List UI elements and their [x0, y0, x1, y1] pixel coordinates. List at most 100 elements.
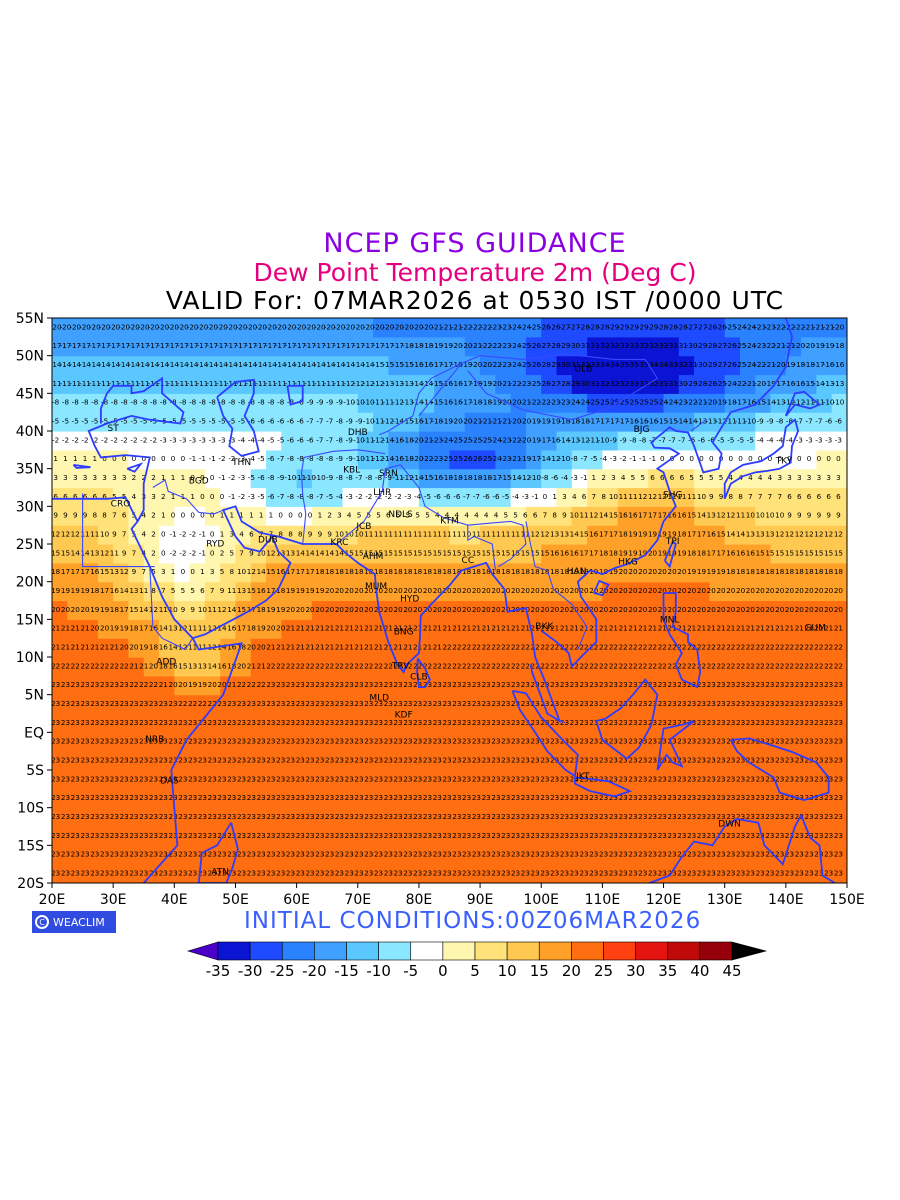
- field-cell: [97, 845, 114, 865]
- field-cell: [250, 355, 267, 376]
- field-cell: [143, 713, 160, 733]
- grid-value: 23: [609, 699, 618, 708]
- lat-label: 5S: [26, 763, 44, 779]
- grid-value: 23: [100, 699, 109, 708]
- grid-value: 23: [648, 774, 657, 783]
- map-subtitle: Dew Point Temperature 2m (Deg C): [253, 258, 697, 287]
- grid-value: 22: [354, 661, 363, 670]
- grid-value: 19: [110, 624, 120, 633]
- grid-value: 22: [775, 642, 784, 651]
- grid-value: 6: [122, 511, 127, 520]
- grid-value: 23: [834, 831, 843, 840]
- grid-value: 1: [93, 454, 98, 463]
- grid-value: 12: [814, 529, 823, 538]
- grid-value: 23: [570, 868, 579, 877]
- field-cell: [52, 412, 68, 432]
- grid-value: 1: [249, 511, 254, 520]
- grid-value: 22: [423, 661, 432, 670]
- field-cell: [342, 336, 359, 357]
- grid-value: 22: [824, 661, 833, 670]
- grid-value: 21: [374, 642, 383, 651]
- grid-value: 19: [628, 529, 638, 538]
- grid-value: 22: [521, 661, 530, 670]
- station-kdf: KDF: [395, 710, 413, 720]
- grid-value: 20: [628, 605, 638, 614]
- grid-value: 23: [677, 831, 686, 840]
- grid-value: 23: [579, 718, 588, 727]
- grid-value: 23: [805, 812, 814, 821]
- field-cell: [311, 336, 328, 357]
- grid-value: 20: [51, 605, 61, 614]
- grid-value: 20: [834, 586, 844, 595]
- grid-value: -1: [639, 454, 646, 463]
- grid-value: 5: [503, 511, 508, 520]
- field-cell: [296, 788, 313, 809]
- grid-value: 23: [217, 774, 226, 783]
- field-cell: [82, 336, 99, 357]
- field-cell: [128, 468, 145, 489]
- grid-value: 23: [707, 680, 716, 689]
- grid-value: 23: [550, 680, 559, 689]
- grid-value: 23: [462, 868, 471, 877]
- lat-label: 40N: [16, 424, 44, 440]
- grid-value: 23: [413, 774, 422, 783]
- grid-value: 21: [247, 661, 256, 670]
- grid-value: 15: [511, 548, 520, 557]
- field-cell: [143, 638, 160, 658]
- field-cell: [311, 675, 328, 696]
- grid-value: 20: [472, 586, 482, 595]
- grid-value: 23: [482, 699, 491, 708]
- field-cell: [189, 657, 206, 677]
- grid-value: 23: [335, 850, 344, 859]
- grid-value: 23: [638, 718, 647, 727]
- field-cell: [266, 468, 282, 489]
- colorbar-box: [281, 941, 315, 961]
- field-cell: [220, 449, 237, 470]
- grid-value: 23: [521, 812, 530, 821]
- field-cell: [52, 374, 68, 394]
- map-title: NCEP GFS GUIDANCE: [323, 228, 627, 259]
- grid-value: 23: [266, 718, 275, 727]
- grid-value: 23: [687, 812, 696, 821]
- grid-value: 23: [159, 793, 168, 802]
- grid-value: 23: [257, 850, 266, 859]
- grid-value: 23: [100, 755, 109, 764]
- field-cell: [296, 544, 313, 564]
- grid-value: 20: [716, 586, 726, 595]
- grid-value: 23: [374, 737, 383, 746]
- grid-value: 11: [90, 529, 99, 538]
- field-cell: [128, 431, 145, 451]
- grid-value: 23: [139, 793, 148, 802]
- grid-value: 23: [129, 737, 138, 746]
- grid-value: 23: [266, 868, 275, 877]
- field-cell: [189, 336, 206, 357]
- grid-value: 23: [746, 680, 755, 689]
- field-cell: [113, 581, 130, 602]
- field-cell: [250, 487, 267, 507]
- grid-value: 23: [697, 793, 706, 802]
- grid-value: 22: [765, 642, 774, 651]
- grid-value: 14: [305, 548, 315, 557]
- grid-value: 23: [364, 831, 373, 840]
- grid-value: -5: [189, 416, 196, 425]
- field-cell: [174, 581, 191, 602]
- grid-value: 23: [658, 812, 667, 821]
- field-cell: [342, 694, 359, 715]
- grid-value: 23: [71, 868, 80, 877]
- grid-value: 23: [726, 850, 735, 859]
- field-cell: [250, 374, 267, 394]
- grid-value: -7: [815, 416, 822, 425]
- field-cell: [281, 600, 298, 620]
- grid-value: 20: [599, 605, 609, 614]
- field-cell: [52, 675, 68, 696]
- grid-value: 18: [403, 567, 413, 576]
- grid-value: 15: [814, 548, 823, 557]
- grid-value: 23: [511, 755, 520, 764]
- initial-conditions: INITIAL CONDITIONS:00Z06MAR2026: [244, 908, 702, 934]
- valid-time: VALID For: 07MAR2026 at 0530 IST /0000 U…: [165, 286, 785, 315]
- grid-value: 23: [345, 850, 354, 859]
- grid-value: -8: [140, 398, 148, 407]
- grid-value: 20: [775, 605, 785, 614]
- grid-value: 2: [132, 473, 137, 482]
- grid-value: 23: [71, 793, 80, 802]
